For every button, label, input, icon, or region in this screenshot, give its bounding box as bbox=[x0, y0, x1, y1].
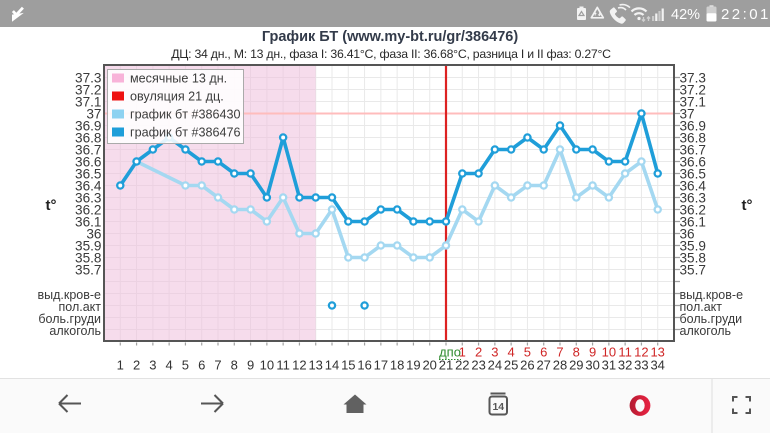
svg-text:15: 15 bbox=[341, 358, 355, 373]
svg-text:боль.груди: боль.груди bbox=[38, 312, 101, 326]
svg-text:4: 4 bbox=[165, 358, 172, 373]
svg-text:выд.кров-е: выд.кров-е bbox=[37, 288, 101, 302]
svg-text:32: 32 bbox=[618, 358, 632, 373]
svg-text:36: 36 bbox=[680, 226, 695, 241]
svg-text:2: 2 bbox=[475, 345, 482, 360]
svg-text:29: 29 bbox=[569, 358, 583, 373]
svg-text:12: 12 bbox=[634, 345, 648, 360]
svg-text:37.1: 37.1 bbox=[75, 94, 101, 109]
svg-text:14: 14 bbox=[492, 401, 504, 413]
svg-text:11: 11 bbox=[276, 358, 290, 373]
svg-text:5: 5 bbox=[524, 345, 531, 360]
svg-text:месячные 13 дн.: месячные 13 дн. bbox=[130, 72, 227, 86]
svg-text:26: 26 bbox=[520, 358, 534, 373]
svg-text:21: 21 bbox=[439, 358, 453, 373]
svg-text:боль.груди: боль.груди bbox=[680, 312, 743, 326]
svg-text:9: 9 bbox=[247, 358, 254, 373]
svg-text:35.7: 35.7 bbox=[75, 262, 101, 277]
svg-text:11: 11 bbox=[618, 345, 632, 360]
svg-text:6: 6 bbox=[540, 345, 547, 360]
svg-text:график бт #386476: график бт #386476 bbox=[130, 126, 241, 140]
svg-text:36.7: 36.7 bbox=[680, 142, 706, 157]
svg-text:36.4: 36.4 bbox=[680, 178, 707, 193]
svg-text:3: 3 bbox=[491, 345, 498, 360]
svg-text:график бт #386430: график бт #386430 bbox=[130, 108, 241, 122]
svg-text:37.3: 37.3 bbox=[75, 70, 101, 85]
svg-text:36.1: 36.1 bbox=[680, 214, 706, 229]
svg-text:12: 12 bbox=[292, 358, 306, 373]
svg-text:35.8: 35.8 bbox=[680, 250, 706, 265]
svg-text:35.8: 35.8 bbox=[75, 250, 101, 265]
svg-text:36.7: 36.7 bbox=[75, 142, 101, 157]
svg-text:25: 25 bbox=[504, 358, 518, 373]
svg-text:22: 22 bbox=[455, 358, 469, 373]
svg-text:36.3: 36.3 bbox=[75, 190, 101, 205]
svg-text:8: 8 bbox=[231, 358, 238, 373]
svg-text:36.2: 36.2 bbox=[680, 202, 706, 217]
svg-text:30: 30 bbox=[585, 358, 599, 373]
svg-text:17: 17 bbox=[374, 358, 388, 373]
svg-text:36.3: 36.3 bbox=[680, 190, 706, 205]
svg-text:27: 27 bbox=[536, 358, 550, 373]
svg-text:34: 34 bbox=[650, 358, 664, 373]
svg-text:t°: t° bbox=[742, 197, 753, 214]
svg-text:36.2: 36.2 bbox=[75, 202, 101, 217]
svg-text:9: 9 bbox=[589, 345, 596, 360]
svg-text:алкоголь: алкоголь bbox=[49, 324, 101, 338]
svg-text:2: 2 bbox=[133, 358, 140, 373]
svg-text:13: 13 bbox=[650, 345, 664, 360]
svg-text:35.7: 35.7 bbox=[680, 262, 706, 277]
svg-text:10: 10 bbox=[602, 345, 616, 360]
svg-text:36.9: 36.9 bbox=[75, 118, 101, 133]
svg-text:16: 16 bbox=[357, 358, 371, 373]
svg-text:19: 19 bbox=[406, 358, 420, 373]
svg-text:выд.кров-е: выд.кров-е bbox=[680, 288, 744, 302]
svg-text:36.5: 36.5 bbox=[680, 166, 706, 181]
svg-text:42%: 42% bbox=[671, 7, 700, 23]
svg-text:пол.акт: пол.акт bbox=[680, 300, 723, 314]
svg-text:36: 36 bbox=[86, 226, 101, 241]
svg-text:7: 7 bbox=[556, 345, 563, 360]
svg-text:35.9: 35.9 bbox=[680, 238, 706, 253]
svg-text:37: 37 bbox=[680, 106, 695, 121]
svg-text:37.3: 37.3 bbox=[680, 70, 706, 85]
svg-text:1: 1 bbox=[117, 358, 124, 373]
svg-text:дпо: дпо bbox=[439, 345, 461, 360]
svg-text:36.6: 36.6 bbox=[75, 154, 101, 169]
svg-text:10: 10 bbox=[260, 358, 274, 373]
svg-text:36.6: 36.6 bbox=[680, 154, 706, 169]
svg-text:7: 7 bbox=[214, 358, 221, 373]
svg-text:20: 20 bbox=[422, 358, 436, 373]
svg-text:алкоголь: алкоголь bbox=[680, 324, 732, 338]
svg-text:пол.акт: пол.акт bbox=[59, 300, 102, 314]
svg-text:36.9: 36.9 bbox=[680, 118, 706, 133]
svg-text:1: 1 bbox=[459, 345, 466, 360]
svg-text:22:01: 22:01 bbox=[721, 6, 770, 23]
svg-text:31: 31 bbox=[602, 358, 616, 373]
svg-text:14: 14 bbox=[325, 358, 339, 373]
svg-text:18: 18 bbox=[390, 358, 404, 373]
svg-text:37: 37 bbox=[86, 106, 101, 121]
svg-text:36.8: 36.8 bbox=[75, 130, 101, 145]
svg-text:8: 8 bbox=[573, 345, 580, 360]
svg-text:13: 13 bbox=[308, 358, 322, 373]
svg-text:37.2: 37.2 bbox=[680, 82, 706, 97]
svg-text:23: 23 bbox=[471, 358, 485, 373]
svg-text:36.4: 36.4 bbox=[75, 178, 102, 193]
svg-text:37.2: 37.2 bbox=[75, 82, 101, 97]
svg-text:6: 6 bbox=[198, 358, 205, 373]
svg-text:4: 4 bbox=[507, 345, 514, 360]
svg-text:5: 5 bbox=[182, 358, 189, 373]
svg-text:24: 24 bbox=[488, 358, 502, 373]
svg-text:33: 33 bbox=[634, 358, 648, 373]
svg-text:36.1: 36.1 bbox=[75, 214, 101, 229]
svg-text:овуляция 21 дц.: овуляция 21 дц. bbox=[130, 90, 224, 104]
svg-text:37.1: 37.1 bbox=[680, 94, 706, 109]
svg-text:36.8: 36.8 bbox=[680, 130, 706, 145]
svg-text:36.5: 36.5 bbox=[75, 166, 101, 181]
svg-text:t°: t° bbox=[46, 197, 57, 214]
svg-text:35.9: 35.9 bbox=[75, 238, 101, 253]
svg-text:3: 3 bbox=[149, 358, 156, 373]
svg-text:28: 28 bbox=[553, 358, 567, 373]
